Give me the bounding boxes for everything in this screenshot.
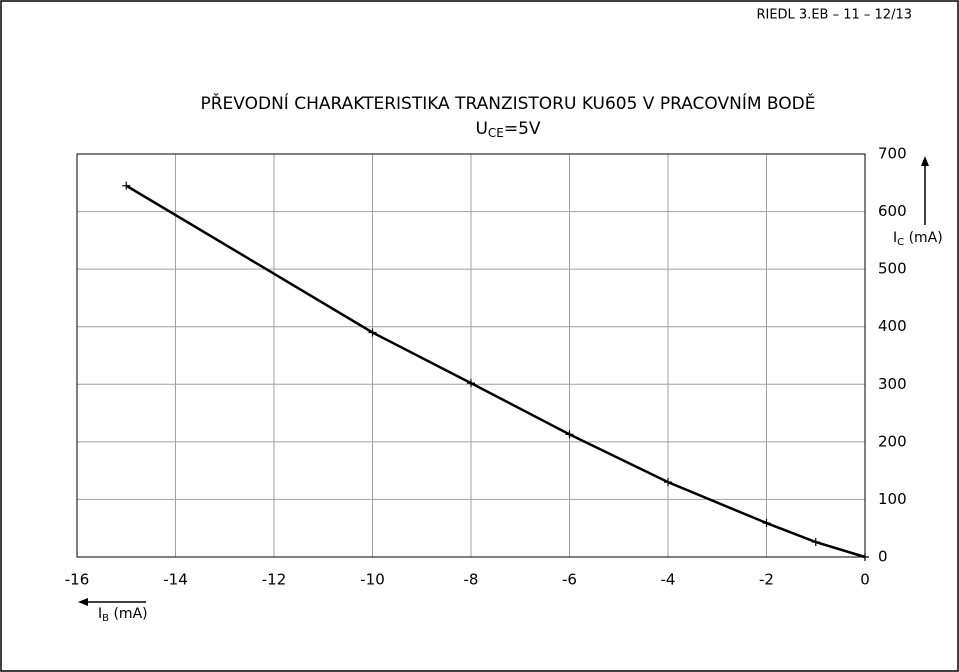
data-line	[125, 184, 866, 559]
header: RIEDL 3.EB – 11 – 12/13	[756, 8, 912, 23]
x-tick-label: -12	[262, 571, 287, 589]
data-point	[467, 379, 475, 388]
x-tick-label: -14	[163, 571, 188, 589]
data-point	[565, 430, 574, 439]
x-axis-arrowhead	[78, 598, 88, 606]
x-tick-label: -2	[759, 571, 774, 589]
x-axis-label: IB (mA)	[98, 606, 148, 624]
y-axis-label: IC (mA)	[893, 230, 943, 248]
y-tick-label: 400	[878, 317, 907, 335]
data-point	[762, 519, 771, 528]
y-axis-arrowhead	[921, 156, 929, 166]
chart-title: PŘEVODNÍ CHARAKTERISTIKA TRANZISTORU KU6…	[200, 92, 815, 114]
x-tick-label: -8	[464, 571, 479, 589]
x-tick-label: -6	[562, 571, 577, 589]
data-point	[861, 553, 869, 561]
y-tick-label: 500	[878, 260, 907, 278]
y-tick-label: 600	[878, 202, 907, 220]
data-point	[368, 328, 377, 337]
y-tick-label: 100	[878, 490, 907, 508]
data-point	[122, 181, 131, 190]
chart-subtitle: UCE=5V	[475, 119, 540, 140]
y-tick-label: 300	[878, 375, 907, 393]
x-tick-label: -10	[360, 571, 385, 589]
plot-frame	[76, 153, 866, 558]
data-point	[811, 538, 820, 547]
y-tick-label: 200	[878, 432, 907, 450]
x-tick-label: -4	[661, 571, 676, 589]
y-tick-label: 0	[878, 548, 888, 566]
x-tick-label: -16	[65, 571, 90, 589]
y-tick-label: 700	[878, 145, 907, 163]
data-point	[664, 478, 672, 487]
x-tick-label: 0	[860, 571, 870, 589]
